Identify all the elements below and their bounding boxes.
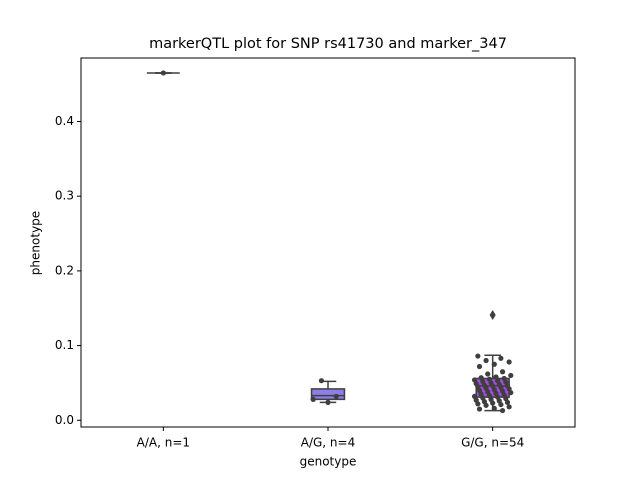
data-point [508, 372, 514, 379]
data-point [483, 357, 489, 364]
data-point [498, 401, 504, 408]
data-point [333, 393, 339, 399]
data-point [506, 359, 512, 365]
data-point [476, 406, 483, 412]
data-point [504, 399, 511, 405]
data-point [310, 396, 316, 402]
data-point [483, 402, 489, 408]
data-point [325, 399, 331, 405]
y-tick-label: 0.0 [55, 413, 74, 427]
data-point [160, 70, 166, 76]
chart-title: markerQTL plot for SNP rs41730 and marke… [149, 36, 507, 52]
data-point [485, 371, 491, 377]
data-point [491, 361, 497, 367]
data-point [318, 378, 325, 384]
data-point [490, 312, 496, 318]
y-tick-label: 0.3 [55, 189, 74, 203]
x-tick-label: A/G, n=4 [301, 436, 355, 450]
x-axis-label: genotype [300, 455, 357, 469]
y-axis-label: phenotype [29, 211, 43, 275]
data-point [475, 401, 481, 407]
y-tick-label: 0.2 [55, 263, 74, 277]
data-point [499, 369, 506, 375]
y-tick-label: 0.4 [55, 114, 74, 128]
data-point [475, 353, 481, 359]
data-point [499, 407, 506, 414]
x-tick-label: G/G, n=54 [461, 436, 524, 450]
plot-frame [80, 57, 576, 428]
data-point [476, 363, 483, 370]
data-point [508, 390, 514, 396]
x-tick-label: A/A, n=1 [137, 436, 190, 450]
data-point [498, 355, 504, 361]
data-point [491, 405, 497, 411]
data-point [506, 404, 512, 410]
box [310, 388, 346, 401]
data-point [490, 400, 496, 406]
y-tick-label: 0.1 [55, 338, 74, 352]
